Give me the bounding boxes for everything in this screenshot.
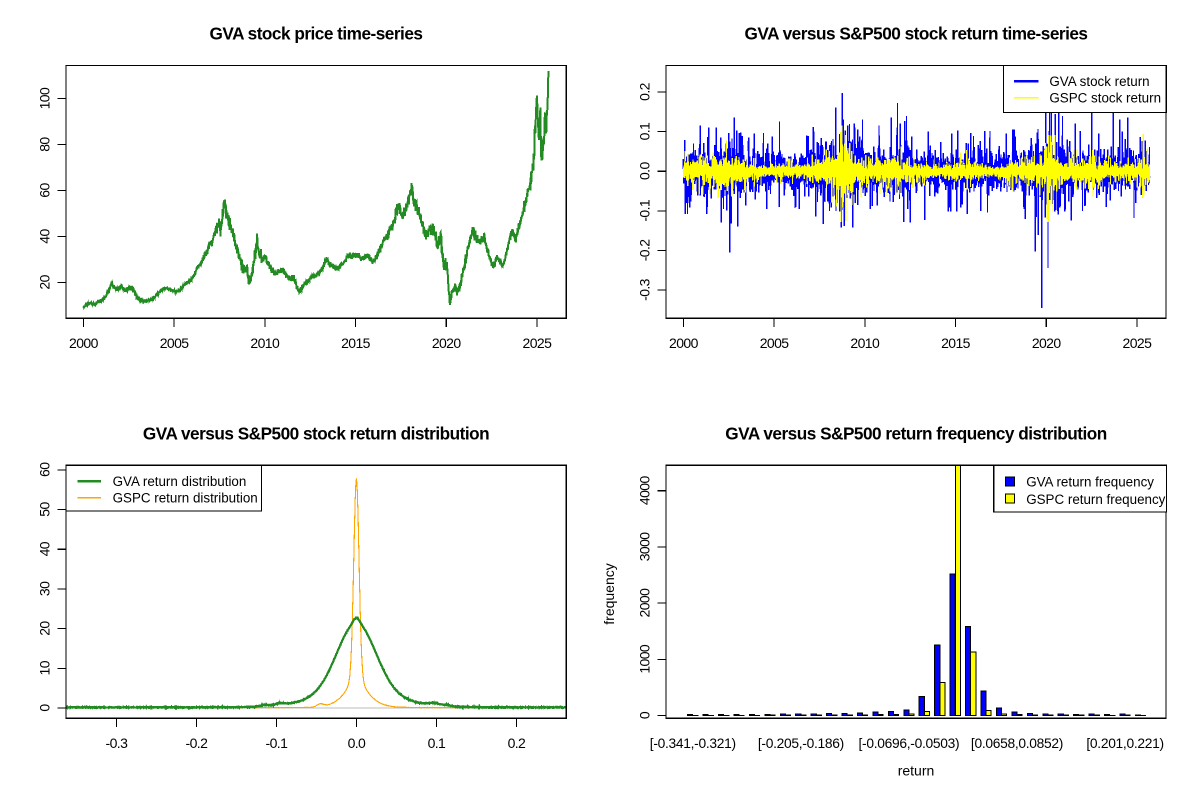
svg-text:100: 100	[37, 87, 53, 109]
svg-text:0.0: 0.0	[348, 735, 366, 751]
svg-text:GVA stock price time-series: GVA stock price time-series	[210, 24, 423, 44]
svg-text:GVA versus S&P500 return frequ: GVA versus S&P500 return frequency distr…	[725, 424, 1106, 444]
svg-text:0.0: 0.0	[637, 162, 653, 180]
svg-text:[-0.0696,-0.0503): [-0.0696,-0.0503)	[859, 736, 960, 751]
svg-text:1000: 1000	[637, 644, 653, 674]
svg-text:-0.1: -0.1	[637, 199, 653, 222]
svg-text:GSPC return distribution: GSPC return distribution	[113, 490, 258, 505]
svg-text:3000: 3000	[637, 532, 653, 562]
svg-text:return: return	[898, 763, 935, 779]
svg-text:[0.201,0.221): [0.201,0.221)	[1086, 736, 1163, 751]
svg-text:2025: 2025	[523, 335, 553, 351]
svg-text:-0.2: -0.2	[637, 239, 653, 262]
svg-text:0: 0	[637, 711, 653, 719]
svg-text:GVA stock return: GVA stock return	[1049, 74, 1149, 89]
svg-text:2020: 2020	[1032, 335, 1062, 351]
svg-text:-0.1: -0.1	[266, 735, 289, 751]
svg-text:20: 20	[37, 621, 53, 636]
svg-text:60: 60	[37, 183, 53, 198]
svg-text:0.2: 0.2	[637, 82, 653, 100]
svg-text:0.1: 0.1	[428, 735, 446, 751]
svg-text:50: 50	[37, 502, 53, 517]
svg-text:2015: 2015	[341, 335, 371, 351]
svg-text:GVA return distribution: GVA return distribution	[113, 474, 247, 489]
svg-text:-0.3: -0.3	[637, 278, 653, 301]
svg-text:-0.2: -0.2	[186, 735, 209, 751]
svg-text:GVA versus S&P500 stock return: GVA versus S&P500 stock return distribut…	[143, 424, 489, 444]
svg-text:[0.0658,0.0852): [0.0658,0.0852)	[971, 736, 1063, 751]
svg-text:30: 30	[37, 581, 53, 596]
svg-text:GSPC return frequency: GSPC return frequency	[1026, 492, 1165, 507]
svg-text:2010: 2010	[850, 335, 880, 351]
svg-text:20: 20	[37, 274, 53, 289]
svg-text:-0.3: -0.3	[106, 735, 129, 751]
svg-text:40: 40	[37, 229, 53, 244]
svg-text:2025: 2025	[1123, 335, 1153, 351]
svg-text:GVA versus S&P500 stock return: GVA versus S&P500 stock return time-seri…	[745, 24, 1088, 44]
svg-text:2005: 2005	[760, 335, 790, 351]
svg-text:60: 60	[37, 462, 53, 477]
svg-text:0.1: 0.1	[637, 122, 653, 140]
svg-text:80: 80	[37, 137, 53, 152]
svg-text:0: 0	[37, 704, 53, 712]
svg-text:frequency: frequency	[601, 563, 617, 624]
svg-text:2005: 2005	[160, 335, 190, 351]
svg-text:0.2: 0.2	[508, 735, 526, 751]
svg-text:2020: 2020	[432, 335, 462, 351]
svg-text:GSPC stock return: GSPC stock return	[1049, 90, 1161, 105]
svg-text:2000: 2000	[69, 335, 99, 351]
svg-text:2000: 2000	[669, 335, 699, 351]
svg-text:2000: 2000	[637, 588, 653, 618]
svg-text:10: 10	[37, 660, 53, 675]
svg-text:2010: 2010	[250, 335, 280, 351]
svg-text:GVA return frequency: GVA return frequency	[1026, 475, 1154, 490]
svg-text:4000: 4000	[637, 476, 653, 506]
svg-text:2015: 2015	[941, 335, 971, 351]
svg-text:40: 40	[37, 541, 53, 556]
svg-text:[-0.205,-0.186): [-0.205,-0.186)	[758, 736, 844, 751]
svg-text:[-0.341,-0.321): [-0.341,-0.321)	[650, 736, 736, 751]
